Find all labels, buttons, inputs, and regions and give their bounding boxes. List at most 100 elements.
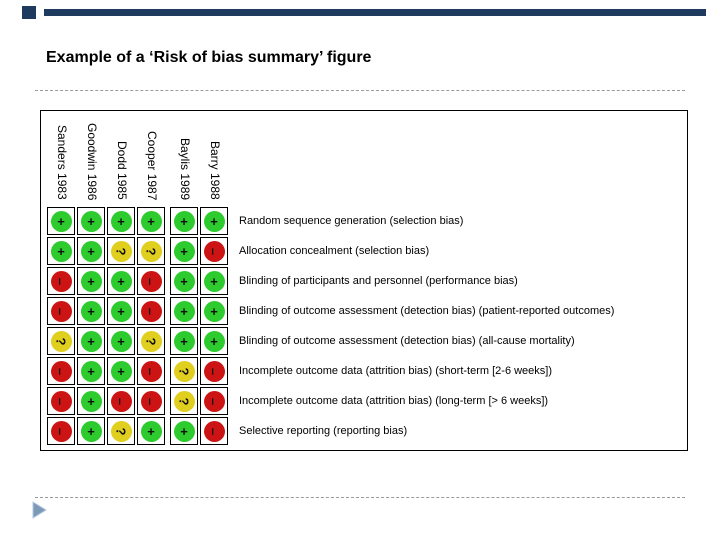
bias-row: – + – –? – Incomplete outcome data (attrition… — [41, 387, 687, 415]
study-column-header: Baylis 1989 — [178, 137, 192, 200]
judgement-icon: – — [50, 420, 72, 442]
judgement-cell: + — [170, 207, 198, 235]
judgement-cell: + — [107, 297, 135, 325]
judgement-icon: ? — [173, 390, 195, 412]
judgement-cell: + — [107, 207, 135, 235]
judgement-cell: + — [47, 207, 75, 235]
judgement-icon: – — [50, 360, 72, 382]
judgement-cell: – — [200, 417, 228, 445]
study-column-header: Goodwin 1986 — [85, 122, 99, 200]
study-column-header: Cooper 1987 — [145, 130, 159, 200]
judgement-cell: + — [77, 357, 105, 385]
judgement-icon: ? — [110, 240, 132, 262]
judgement-icon: – — [140, 300, 162, 322]
judgement-cell: + — [77, 237, 105, 265]
judgement-cell: – — [47, 267, 75, 295]
judgement-icon: + — [173, 240, 195, 262]
judgement-icon: + — [110, 330, 132, 352]
judgement-icon: – — [203, 240, 225, 262]
study-column-header: Dodd 1985 — [115, 141, 129, 200]
judgement-icon: + — [80, 210, 102, 232]
judgement-icon: – — [140, 390, 162, 412]
judgement-cell: + — [77, 387, 105, 415]
judgement-cell: + — [170, 417, 198, 445]
judgement-icon: + — [173, 270, 195, 292]
bias-row: – + + –? – Incomplete outcome data (attrition… — [41, 357, 687, 385]
judgement-cell: + — [77, 267, 105, 295]
judgement-cell: + — [77, 297, 105, 325]
bias-row: – + + – + + Blinding of participants and perso… — [41, 267, 687, 295]
judgement-cell: – — [47, 297, 75, 325]
bias-row-label: Selective reporting (reporting bias) — [239, 425, 408, 437]
judgement-icon: + — [203, 270, 225, 292]
figure-grid: + + + + + + Random sequence generation (select… — [41, 207, 687, 445]
figure-header-row: Sanders 1983 Goodwin 1986 Dodd 1985 Cooper … — [41, 111, 687, 207]
judgement-icon: + — [50, 210, 72, 232]
judgement-icon: – — [203, 390, 225, 412]
judgement-cell: – — [137, 357, 165, 385]
bias-row: + +?? + – Allocation concealment (selection … — [41, 237, 687, 265]
judgement-icon: + — [173, 420, 195, 442]
judgement-icon: – — [50, 270, 72, 292]
bias-row-label: Allocation concealment (selection bias) — [239, 245, 430, 257]
judgement-icon: – — [140, 360, 162, 382]
judgement-cell: – — [137, 387, 165, 415]
judgement-cell: + — [200, 267, 228, 295]
triangle-shape — [32, 501, 47, 519]
judgement-icon: – — [110, 390, 132, 412]
judgement-cell: – — [47, 387, 75, 415]
judgement-icon: ? — [110, 420, 132, 442]
judgement-cell: ? — [137, 327, 165, 355]
judgement-cell: + — [170, 267, 198, 295]
judgement-cell: + — [137, 207, 165, 235]
judgement-icon: – — [203, 420, 225, 442]
judgement-cell: + — [200, 207, 228, 235]
judgement-icon: – — [203, 360, 225, 382]
bias-row-label: Blinding of outcome assessment (detectio… — [239, 335, 575, 347]
judgement-icon: + — [203, 300, 225, 322]
judgement-icon: + — [203, 210, 225, 232]
judgement-cell: + — [170, 327, 198, 355]
judgement-icon: ? — [50, 330, 72, 352]
study-column-header: Sanders 1983 — [55, 125, 69, 200]
judgement-cell: – — [107, 387, 135, 415]
judgement-cell: ? — [170, 357, 198, 385]
bias-row-label: Random sequence generation (selection bi… — [239, 215, 464, 227]
judgement-cell: + — [170, 297, 198, 325]
judgement-icon: + — [173, 300, 195, 322]
judgement-cell: + — [170, 237, 198, 265]
judgement-icon: + — [80, 390, 102, 412]
judgement-cell: – — [137, 297, 165, 325]
judgement-cell: + — [200, 297, 228, 325]
judgement-cell: + — [137, 417, 165, 445]
bias-row-label: Incomplete outcome data (attrition bias)… — [239, 365, 553, 377]
judgement-icon: – — [50, 300, 72, 322]
judgement-icon: – — [50, 390, 72, 412]
bias-row: – + + – + + Blinding of outcome assessment (de… — [41, 297, 687, 325]
bottom-dashed-divider — [35, 497, 685, 498]
judgement-icon: + — [80, 300, 102, 322]
judgement-icon: + — [140, 420, 162, 442]
judgement-icon: ? — [173, 360, 195, 382]
judgement-icon: + — [140, 210, 162, 232]
judgement-cell: + — [107, 327, 135, 355]
judgement-cell: + — [77, 417, 105, 445]
footer-triangle-icon — [32, 501, 47, 519]
judgement-icon: + — [80, 330, 102, 352]
judgement-icon: + — [173, 330, 195, 352]
judgement-icon: + — [173, 210, 195, 232]
judgement-icon: ? — [140, 240, 162, 262]
judgement-cell: ? — [107, 237, 135, 265]
judgement-icon: ? — [140, 330, 162, 352]
bias-row-label: Incomplete outcome data (attrition bias)… — [239, 395, 549, 407]
judgement-cell: + — [77, 327, 105, 355]
judgement-cell: + — [200, 327, 228, 355]
bias-row: ? + +? + + Blinding of outcome assessment (de… — [41, 327, 687, 355]
judgement-cell: – — [47, 417, 75, 445]
judgement-cell: + — [107, 357, 135, 385]
judgement-icon: + — [110, 210, 132, 232]
judgement-cell: – — [200, 237, 228, 265]
judgement-cell: + — [107, 267, 135, 295]
judgement-icon: + — [50, 240, 72, 262]
